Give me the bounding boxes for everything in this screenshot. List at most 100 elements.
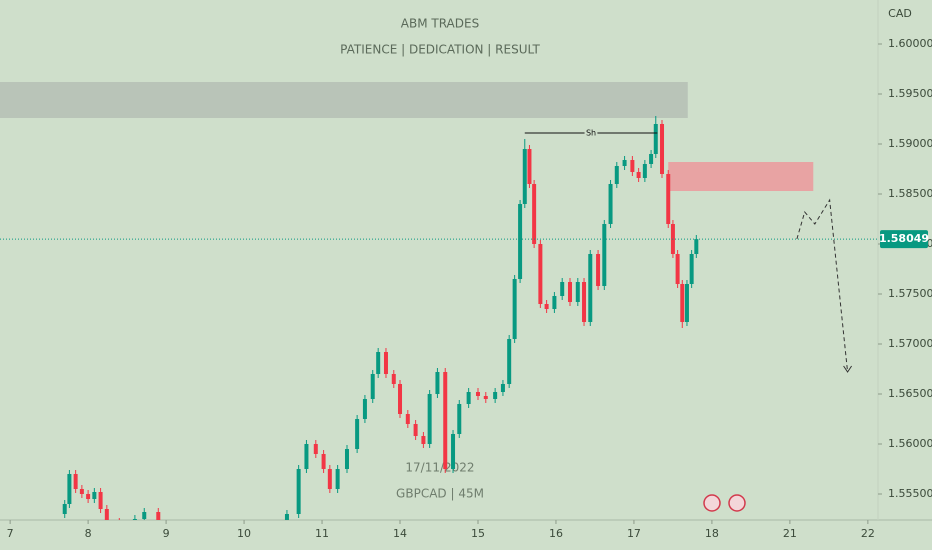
candle-body (86, 494, 91, 499)
candle-body (680, 284, 685, 322)
candle-body (391, 374, 396, 384)
candle-body (73, 474, 78, 489)
candle-body (666, 174, 671, 224)
candle-body (507, 339, 512, 384)
candle-body (614, 166, 619, 184)
last-price-tag (880, 230, 928, 249)
candle-body (518, 204, 523, 279)
candle-body (466, 392, 471, 404)
candle-body (132, 519, 137, 520)
candle-body (98, 492, 103, 509)
y-tick-label: 1.60000 (888, 37, 932, 50)
candle-body (156, 512, 161, 520)
projection-arrow (843, 365, 853, 373)
y-tick-label: 1.59500 (888, 87, 932, 100)
zone (0, 82, 688, 118)
x-tick-label: 15 (471, 527, 485, 540)
candle-body (649, 154, 654, 164)
candle-body (313, 444, 318, 454)
candle-body (92, 492, 97, 499)
candles (62, 116, 699, 520)
y-tick-label: 1.55500 (888, 487, 932, 500)
candle-body (532, 184, 537, 244)
candle-body (79, 489, 84, 494)
candle-body (405, 414, 410, 424)
candle-body (104, 509, 109, 520)
candle-body (327, 469, 332, 489)
candle-body (694, 239, 699, 254)
candle-body (527, 149, 532, 184)
x-tick-label: 21 (783, 527, 797, 540)
candle-body (500, 384, 505, 392)
candle-body (689, 254, 694, 284)
x-tick-label: 18 (705, 527, 719, 540)
candle-body (344, 449, 349, 469)
candle-body (435, 372, 440, 394)
candle-body (67, 474, 72, 504)
last-price-label: 1.58049 (879, 232, 929, 245)
candle-body (522, 149, 527, 204)
candle-body (653, 124, 658, 154)
candle-body (596, 254, 601, 286)
candle-body (376, 352, 381, 374)
candle-body (355, 419, 360, 449)
subtitle: PATIENCE | DEDICATION | RESULT (340, 43, 540, 57)
candle-body (335, 469, 340, 489)
event-icons[interactable] (703, 494, 746, 512)
y-tick-label: 1.56500 (888, 387, 932, 400)
candle-body (62, 504, 67, 514)
candle-body (567, 282, 572, 302)
candle-body (296, 469, 301, 514)
x-tick-label: 9 (163, 527, 170, 540)
candle-body (493, 392, 498, 399)
event-icon[interactable] (703, 494, 721, 512)
candle-body (321, 454, 326, 469)
candle-body (608, 184, 613, 224)
candle-body (660, 124, 665, 174)
y-tick-label: 1.56000 (888, 437, 932, 450)
candle-body (575, 282, 580, 302)
candle-body (304, 444, 309, 469)
event-icon[interactable] (728, 494, 746, 512)
candle-body (362, 399, 367, 419)
x-tick-label: 7 (7, 527, 14, 540)
watermark-date: 17/11/2022 (405, 461, 474, 475)
candle-body (475, 392, 480, 396)
candle-body (622, 160, 627, 166)
candle-body (457, 404, 462, 434)
candle-body (538, 244, 543, 304)
candle-body (675, 254, 680, 284)
watermark-symbol: GBPCAD | 45M (396, 487, 484, 501)
candle-body (630, 160, 635, 172)
y-tick-label: 1.57500 (888, 287, 932, 300)
candle-body (684, 284, 689, 322)
candle-body (552, 296, 557, 309)
candle-body (560, 282, 565, 296)
candle-body (582, 282, 587, 322)
y-tick-label: 1.57000 (888, 337, 932, 350)
candle-body (427, 394, 432, 444)
candle-body (512, 279, 517, 339)
chart-title: ABM TRADES (401, 17, 479, 31)
y-tick-label: 1.58500 (888, 187, 932, 200)
candle-body (383, 352, 388, 374)
candle-body (636, 172, 641, 178)
candle-body (483, 396, 488, 399)
currency: CAD (888, 7, 912, 20)
candle-body (588, 254, 593, 322)
swing-high-label: Sh (586, 129, 596, 138)
candle-body (370, 374, 375, 399)
x-tick-label: 10 (237, 527, 251, 540)
projection-path (796, 198, 849, 373)
x-tick-label: 8 (85, 527, 92, 540)
candle-body (398, 384, 403, 414)
candle-body (602, 224, 607, 286)
candle-body (642, 164, 647, 178)
candle-body (413, 424, 418, 436)
candle-body (443, 372, 448, 469)
x-tick-label: 11 (315, 527, 329, 540)
x-tick-label: 22 (861, 527, 875, 540)
candle-body (451, 434, 456, 469)
y-tick-label: 1.59000 (888, 137, 932, 150)
